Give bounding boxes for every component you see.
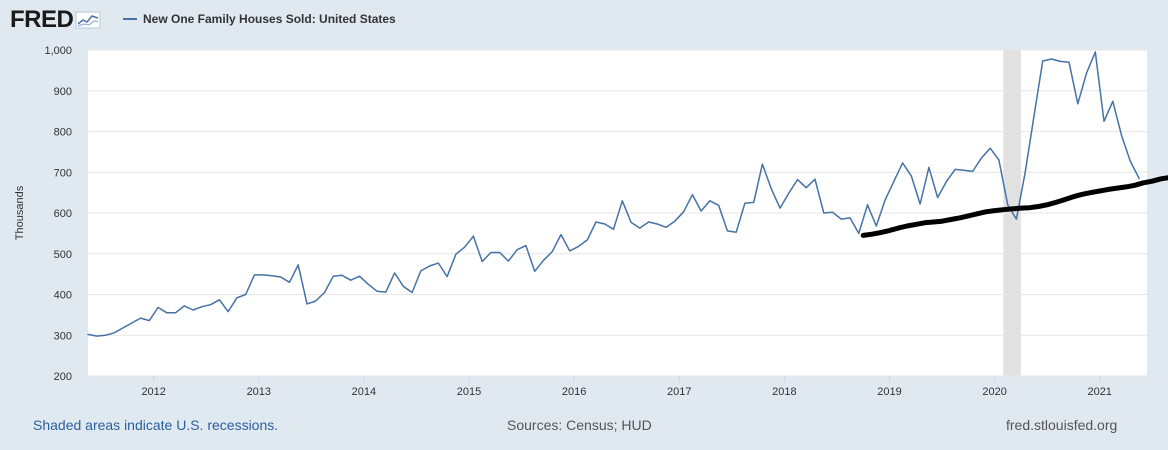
x-tick-label: 2021: [1087, 386, 1111, 398]
y-tick-label: 1,000: [44, 45, 72, 57]
y-tick-label: 700: [54, 167, 72, 179]
x-tick-label: 2012: [141, 386, 165, 398]
chart[interactable]: 200 300 400 500 600 700 800 900 1,000 2012 2013 20…: [0, 0, 1168, 400]
x-tick-label: 2016: [562, 386, 586, 398]
x-tick-label: 2015: [457, 386, 481, 398]
x-tick-label: 2014: [352, 386, 376, 398]
x-tick-label: 2020: [982, 386, 1006, 398]
y-axis-label: Thousands: [14, 185, 26, 240]
y-tick-label: 900: [54, 86, 72, 98]
header: FRED New One Family Houses Sold: United …: [0, 0, 1168, 40]
trend-line: [860, 175, 1168, 238]
y-tick-label: 300: [54, 330, 72, 342]
series-line: [87, 51, 1140, 337]
legend[interactable]: New One Family Houses Sold: United State…: [123, 12, 396, 26]
fred-logo[interactable]: FRED: [10, 6, 101, 34]
y-tick-label: 200: [54, 371, 72, 383]
y-tick-label: 800: [54, 127, 72, 139]
x-tick-label: 2018: [772, 386, 796, 398]
sources: Sources: Census; HUD: [507, 417, 652, 433]
site-link[interactable]: fred.stlouisfed.org: [1006, 417, 1118, 433]
x-tick-label: 2013: [247, 386, 271, 398]
y-tick-label: 400: [54, 290, 72, 302]
legend-label: New One Family Houses Sold: United State…: [143, 12, 396, 26]
x-tick-label: 2017: [667, 386, 691, 398]
y-tick-label: 600: [54, 208, 72, 220]
y-tick-label: 500: [54, 249, 72, 261]
recession-note[interactable]: Shaded areas indicate U.S. recessions.: [33, 417, 279, 433]
x-tick-label: 2019: [877, 386, 901, 398]
legend-swatch: [123, 18, 137, 20]
logo-text: FRED: [10, 6, 74, 33]
chart-line-icon: [75, 11, 101, 29]
